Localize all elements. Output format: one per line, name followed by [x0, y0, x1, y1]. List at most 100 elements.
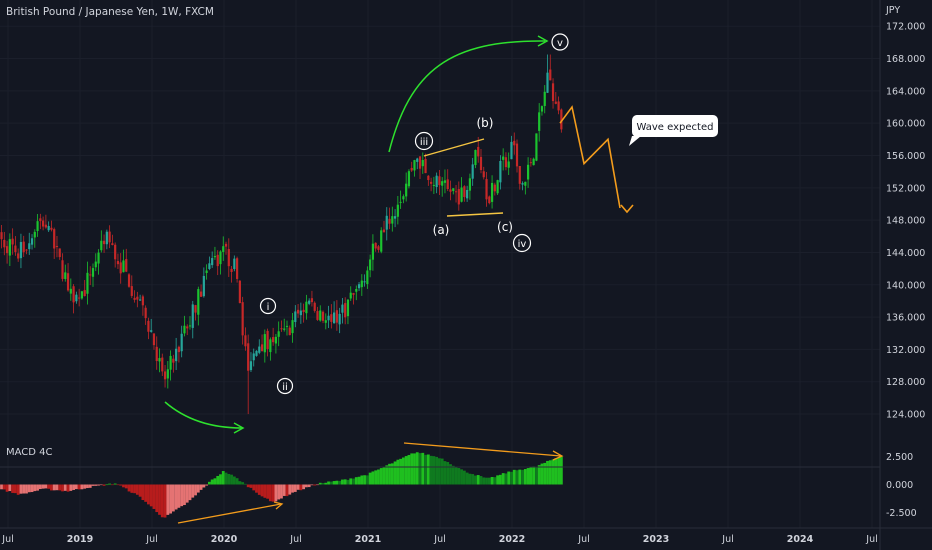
candle-body	[294, 311, 297, 323]
macd-bar	[171, 484, 175, 512]
candle-body	[349, 292, 352, 299]
macd-bar	[44, 484, 48, 489]
macd-bar	[316, 484, 319, 486]
candle-body	[222, 246, 225, 252]
candle-body	[3, 239, 6, 248]
macd-bar	[213, 478, 217, 485]
macd-bar	[91, 484, 95, 486]
candle-body	[197, 289, 200, 315]
macd-bar	[299, 484, 303, 491]
candle-body	[64, 272, 67, 279]
candle-body	[413, 160, 416, 171]
candle-body	[61, 260, 64, 279]
triangle-lower-trendline	[446, 212, 504, 217]
macd-bar	[302, 484, 306, 490]
macd-bar	[52, 484, 56, 491]
wave-label-text: iv	[518, 239, 527, 250]
candle-body	[377, 246, 380, 250]
macd-bar	[426, 454, 430, 485]
indicator-title[interactable]: MACD 4C	[6, 447, 53, 458]
macd-bar	[476, 475, 480, 485]
candle-body	[496, 180, 499, 194]
price-tick-label: 172.000	[886, 22, 925, 33]
macd-bar	[177, 484, 181, 508]
candle-body	[510, 141, 513, 160]
candle-body	[39, 218, 42, 222]
time-tick-label: Jul	[721, 534, 733, 545]
macd-axis[interactable]: 2.500 0.000 -2.500	[886, 452, 917, 519]
candle-body	[241, 302, 244, 336]
macd-bar	[230, 474, 233, 485]
price-tick-label: 156.000	[886, 151, 925, 162]
candle-body	[69, 288, 72, 294]
macd-bar	[443, 461, 447, 485]
candle-body	[388, 218, 391, 224]
macd-bar	[418, 453, 422, 485]
candle-body	[549, 69, 552, 81]
macd-bar	[324, 482, 328, 485]
price-tick-label: 168.000	[886, 54, 925, 65]
candle-body	[396, 204, 399, 217]
macd-bar	[205, 484, 209, 486]
candle-body	[441, 181, 444, 186]
candle-body	[280, 328, 283, 330]
candle-body	[44, 224, 47, 228]
candle-body	[344, 303, 347, 318]
candle-body	[407, 171, 411, 187]
macd-bar	[110, 484, 114, 486]
candle-body	[255, 350, 258, 356]
candle-body	[136, 296, 139, 300]
candle-body	[100, 240, 103, 251]
candle-body	[515, 143, 519, 167]
candle-body	[155, 346, 158, 361]
candle-body	[557, 101, 560, 111]
time-tick-label: 2021	[355, 534, 381, 545]
macd-bar	[102, 484, 106, 486]
candle-body	[418, 156, 422, 169]
time-tick-label: 2022	[499, 534, 525, 545]
macd-bar	[429, 455, 433, 485]
price-tick-label: 140.000	[886, 280, 925, 291]
macd-bar	[457, 468, 461, 485]
macd-bar	[388, 463, 391, 485]
macd-bar	[185, 484, 189, 503]
macd-bar	[166, 484, 170, 515]
candle-body	[14, 245, 17, 253]
candle-body	[305, 301, 308, 314]
candle-body	[424, 158, 427, 174]
candle-body	[538, 112, 541, 131]
symbol-title[interactable]: British Pound / Japanese Yen, 1W, FXCM	[6, 6, 214, 18]
macd-bar	[27, 484, 31, 493]
macd-bar	[393, 461, 397, 485]
candle-body	[449, 189, 452, 192]
candle-body	[89, 274, 92, 276]
macd-bar	[8, 484, 12, 492]
candle-body	[86, 272, 89, 294]
price-axis[interactable]: 172.000 168.000 164.000 160.000 156.000 152.0…	[886, 22, 925, 421]
candle-body	[53, 229, 56, 249]
wave-expected-callout[interactable]: Wave expected	[629, 115, 718, 146]
macd-bar	[523, 469, 527, 485]
candle-body	[105, 231, 108, 245]
macd-bar	[216, 475, 220, 485]
macd-bar	[246, 484, 250, 488]
currency-label: JPY	[885, 5, 900, 16]
macd-bar	[329, 481, 333, 485]
candle-body	[17, 253, 20, 259]
time-axis[interactable]: Jul 2019 Jul 2020 Jul 2021 Jul 2022 Jul 2023 Jul 20…	[1, 534, 877, 545]
macd-bar	[61, 484, 64, 492]
candle-body	[432, 184, 435, 186]
macd-bar	[291, 484, 294, 493]
candle-body	[380, 230, 383, 252]
macd-bar	[535, 466, 538, 485]
macd-bar	[282, 484, 286, 496]
macd-bar	[122, 484, 125, 488]
macd-bar	[188, 484, 192, 501]
candle-body	[402, 196, 405, 200]
macd-bar	[451, 465, 455, 485]
candle-body	[213, 256, 217, 258]
wave-label-text: iii	[420, 137, 428, 148]
